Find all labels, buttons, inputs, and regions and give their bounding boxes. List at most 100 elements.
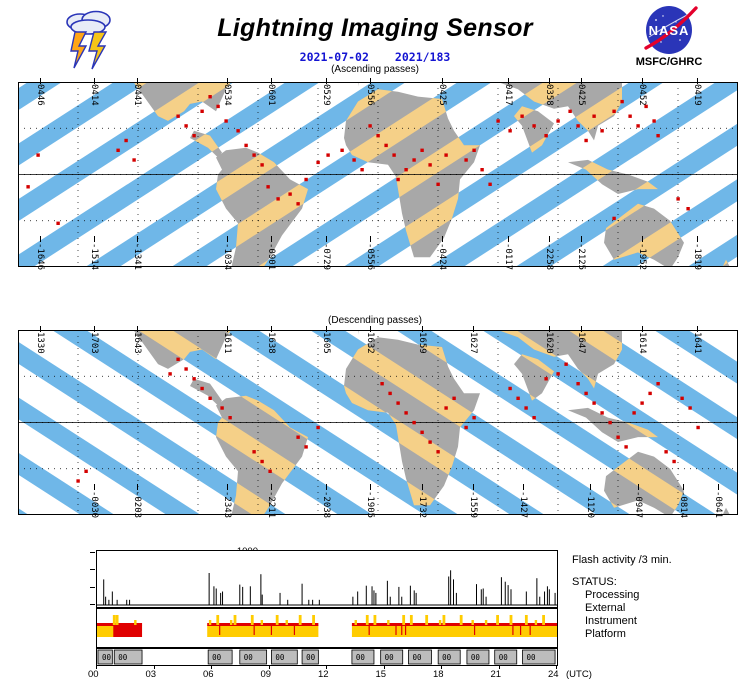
time-axis: 00 03 06 09 12 15 18 21 24 (UTC) <box>88 665 592 680</box>
orbit-time-label: -1732 <box>417 491 427 519</box>
svg-text:00: 00 <box>442 653 452 662</box>
orbit-tick <box>370 78 371 84</box>
orbit-tick <box>473 326 474 332</box>
y-axis-tick <box>90 569 95 571</box>
x-axis-tick <box>211 665 212 669</box>
orbit-tick <box>718 484 719 490</box>
orbit-time-label: 1643 <box>132 332 142 354</box>
orbit-tick <box>523 484 524 490</box>
legend-flash-label: Flash activity /3 min. <box>572 554 672 566</box>
svg-text:00: 00 <box>499 653 509 662</box>
x-axis-tick-label: 09 <box>260 669 272 680</box>
svg-text:00: 00 <box>471 653 481 662</box>
orbit-tick <box>227 484 228 490</box>
orbit-time-label: -1646 <box>35 243 45 271</box>
svg-text:00: 00 <box>244 653 254 662</box>
orbit-time-label: 1638 <box>266 332 276 354</box>
orbit-tick <box>94 78 95 84</box>
orbit-tick <box>227 236 228 242</box>
orbit-tick <box>508 78 509 84</box>
legend-item-external: External <box>585 602 626 614</box>
legend-status-header: STATUS: <box>572 576 617 588</box>
orbit-time-label: 0534 <box>222 84 232 106</box>
orbit-time-label: -1952 <box>637 243 647 271</box>
descending-pass-label: (Descending passes) <box>328 315 422 326</box>
x-axis-tick-label: 12 <box>318 669 329 680</box>
y-axis-tick <box>90 552 95 553</box>
orbit-time-label: 0417 <box>503 84 513 106</box>
nasa-branding: NASA MSFC/GHRC <box>622 4 716 76</box>
orbit-time-label: -1341 <box>132 243 142 271</box>
y-axis-tick <box>90 604 95 605</box>
orbit-tick <box>370 326 371 332</box>
orbit-time-label: 0419 <box>692 84 702 106</box>
y-axis-tick <box>90 586 95 588</box>
orbit-tick <box>683 484 684 490</box>
orbit-tick <box>581 236 582 242</box>
x-axis-tick <box>96 665 97 669</box>
orbit-time-label: -0556 <box>365 243 375 271</box>
x-axis-tick <box>441 665 442 669</box>
orbit-tick <box>642 236 643 242</box>
x-axis-tick <box>498 665 500 669</box>
chart-legend: Flash activity /3 min. STATUS: Processin… <box>572 554 756 641</box>
orbit-tick <box>40 78 41 84</box>
date-line: 2021-07-02 2021/183 <box>150 50 600 64</box>
orbit-tick <box>581 326 582 332</box>
flash-activity-plot <box>96 550 558 608</box>
svg-text:00: 00 <box>102 653 112 662</box>
orbit-tick <box>638 484 639 490</box>
orbit-time-label: -1514 <box>89 243 99 271</box>
orbit-time-label: 1614 <box>637 332 647 354</box>
svg-text:00: 00 <box>412 653 422 662</box>
orbit-time-label: 1659 <box>417 332 427 354</box>
orbit-time-label: -0203 <box>132 491 142 519</box>
orbit-time-label: 0425 <box>437 84 447 106</box>
svg-text:00: 00 <box>275 653 285 662</box>
orbit-tick <box>40 236 41 242</box>
orbit-time-label: 1641 <box>692 332 702 354</box>
orbit-time-label: 1620 <box>544 332 554 354</box>
orbit-time-label: -1559 <box>468 491 478 519</box>
orbit-tick <box>271 78 272 84</box>
orbit-tick <box>549 236 550 242</box>
orbit-time-label: 0358 <box>544 84 554 106</box>
orbit-time-label: -2211 <box>266 491 276 519</box>
orbit-time-label: 0452 <box>637 84 647 106</box>
orbit-tick <box>326 236 327 242</box>
orbit-tick <box>137 484 138 490</box>
orbit-tick <box>581 78 582 84</box>
x-axis-tick <box>326 665 327 669</box>
orbit-tick <box>642 326 643 332</box>
orbit-tick <box>590 484 591 490</box>
orbit-tick <box>271 484 272 490</box>
svg-text:00: 00 <box>356 653 366 662</box>
x-axis-tick-label: 00 <box>88 669 99 680</box>
orbit-time-label: 1605 <box>321 332 331 354</box>
orbit-time-label: -2258 <box>544 243 554 271</box>
platform-blocks-series: 00 00 00 00 00 00 00 00 00 00 00 00 00 <box>97 649 556 665</box>
orbit-time-label: 0601 <box>266 84 276 106</box>
orbit-tick <box>473 484 474 490</box>
time-axis-unit: (UTC) <box>566 669 592 680</box>
orbit-tick <box>508 236 509 242</box>
orbit-tick <box>227 326 228 332</box>
x-axis-tick-label: 24 <box>548 669 559 680</box>
orbit-time-label: 0446 <box>35 84 45 106</box>
legend-item-instrument: Instrument <box>585 615 637 627</box>
nasa-meatball-icon: NASA <box>644 6 698 54</box>
orbit-tick <box>137 326 138 332</box>
orbit-tick <box>326 484 327 490</box>
orbit-time-label: 0556 <box>365 84 375 106</box>
orbit-time-label: -0117 <box>503 243 513 271</box>
x-axis-tick-label: 18 <box>433 669 444 680</box>
orbit-time-label: 1627 <box>468 332 478 354</box>
orbit-time-label: -0030 <box>89 491 99 519</box>
orbit-time-label: 1703 <box>89 332 99 354</box>
nasa-center-label: MSFC/GHRC <box>635 56 703 68</box>
orbit-tick <box>271 326 272 332</box>
descending-map-canvas <box>18 330 738 515</box>
orbit-time-label: -2125 <box>576 243 586 271</box>
thunderstorm-icon <box>66 10 111 70</box>
